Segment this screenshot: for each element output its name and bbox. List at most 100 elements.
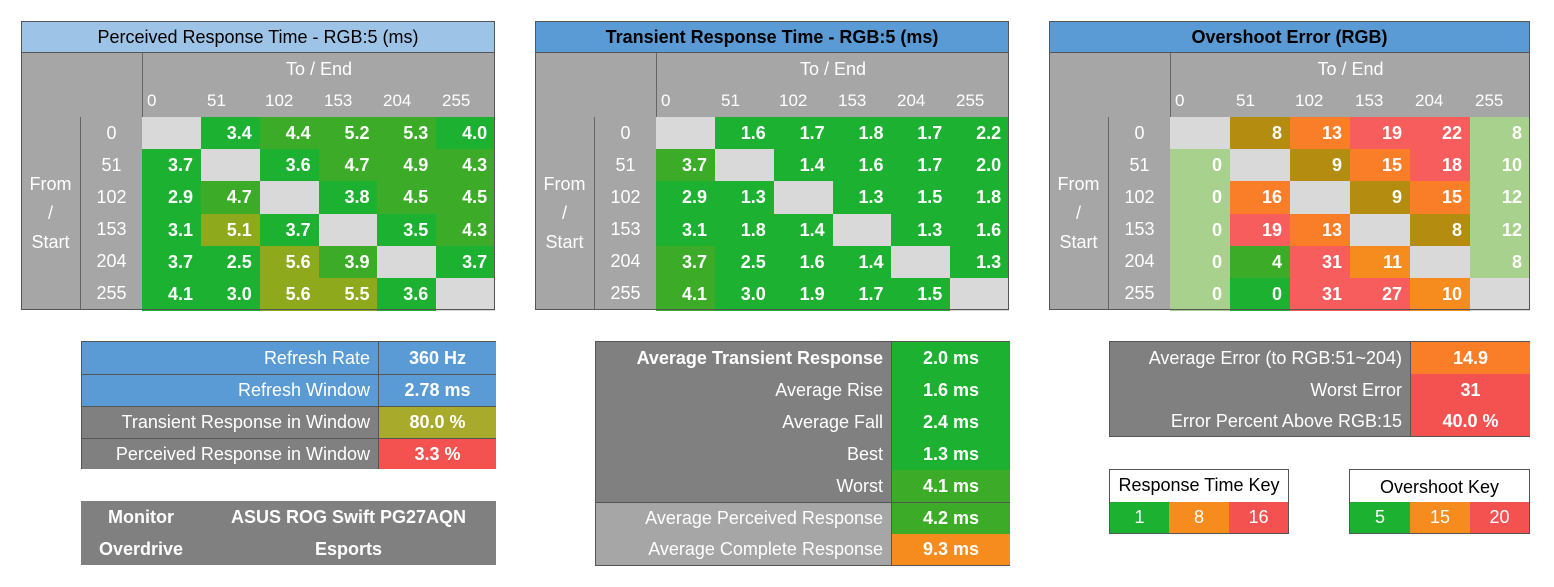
value-cell: 1.6 [773, 245, 833, 279]
value-cell: 3.7 [259, 213, 319, 247]
avg-error-label: Average Error (to RGB:51~204) [1110, 342, 1410, 374]
diagonal-cell [891, 245, 951, 279]
error-percent-label: Error Percent Above RGB:15 [1110, 406, 1410, 436]
value-cell: 0 [1170, 181, 1230, 215]
value-cell: 1.5 [891, 181, 951, 215]
row-header: 153 [1124, 218, 1155, 239]
value-cell: 3.4 [200, 117, 260, 150]
value-cell: 10 [1470, 149, 1530, 183]
value-cell: 1.3 [832, 181, 892, 215]
col-header: 153 [838, 91, 867, 110]
value-cell: 3.7 [142, 245, 201, 279]
row-header: 204 [1124, 250, 1155, 271]
col-header: 102 [1295, 91, 1324, 110]
value-cell: 1.8 [714, 213, 774, 247]
col-header: 0 [661, 91, 671, 110]
value-cell: 4.3 [436, 213, 496, 247]
value-cell: 1.6 [832, 149, 892, 183]
value-cell: 1.5 [891, 277, 951, 311]
refresh-panel: Refresh Rate 360 Hz Refresh Window 2.78 … [81, 341, 496, 469]
diagonal-cell [436, 277, 496, 311]
diagonal-cell [1290, 181, 1350, 215]
row-header: 0 [1134, 122, 1145, 143]
value-cell: 31 [1290, 245, 1350, 279]
diagonal-cell [1230, 149, 1290, 183]
value-cell: 2.5 [200, 245, 260, 279]
col-header: 153 [324, 91, 353, 110]
start-label: Start [1059, 232, 1098, 252]
avg-perceived-value: 4.2 ms [891, 502, 1010, 534]
value-cell: 4.7 [318, 149, 378, 183]
column-headers: 0 51 102 153 204 255 [1170, 85, 1530, 117]
value-cell: 1.3 [950, 245, 1010, 279]
perceived-window-label: Perceived Response in Window [82, 438, 378, 469]
value-cell: 4.9 [377, 149, 437, 183]
value-cell: 8 [1470, 245, 1530, 279]
monitor-value: ASUS ROG Swift PG27AQN [230, 506, 467, 527]
value-cell: 4.1 [142, 277, 201, 311]
error-percent-value: 40.0 % [1410, 406, 1530, 436]
key-value-orange: 8 [1169, 502, 1229, 533]
row-header: 51 [615, 154, 636, 175]
diagonal-cell [773, 181, 833, 215]
value-grid: 3.4 4.4 5.2 5.3 4.0 3.7 3.6 4.7 4.9 4.3 2.9 4.7 3.8 4… [142, 117, 496, 311]
value-cell: 3.5 [377, 213, 437, 247]
value-cell: 22 [1410, 117, 1470, 150]
from-start-label: From / Start [1049, 117, 1109, 310]
diagonal-cell [832, 213, 892, 247]
key-title: Overshoot Key [1379, 477, 1500, 497]
key-value-red: 20 [1470, 502, 1529, 533]
table-title: Overshoot Error (RGB) [1049, 21, 1530, 53]
key-value-red: 16 [1229, 502, 1288, 533]
value-cell: 3.0 [714, 277, 774, 311]
row-header: 102 [1124, 186, 1155, 207]
slash-label: / [1075, 203, 1081, 223]
value-cell: 3.6 [377, 277, 437, 311]
start-label: Start [545, 232, 584, 252]
value-cell: 13 [1290, 213, 1350, 247]
row-header: 153 [610, 218, 641, 239]
row-header: 204 [610, 250, 641, 271]
overshoot-error-table: Overshoot Error (RGB) To / End 0 51 102 … [1049, 21, 1530, 311]
avg-rise-value: 1.6 ms [891, 374, 1010, 406]
value-cell: 9 [1350, 181, 1410, 215]
value-cell: 12 [1470, 213, 1530, 247]
overdrive-label: Overdrive [98, 538, 184, 559]
monitor-label: Monitor [108, 506, 174, 527]
key-value-green: 5 [1350, 502, 1410, 533]
col-header: 204 [383, 91, 412, 110]
value-cell: 1.6 [950, 213, 1010, 247]
value-cell: 8 [1470, 117, 1530, 150]
value-grid: 8 13 19 22 8 0 9 15 18 10 0 16 9 15 12 0 19 13 8 12 0 4 31 11 8 0… [1170, 117, 1530, 311]
col-header: 255 [442, 91, 471, 110]
value-cell: 3.7 [436, 245, 496, 279]
avg-complete-label: Average Complete Response [596, 534, 891, 565]
col-header: 51 [721, 91, 740, 110]
key-value-orange: 15 [1410, 502, 1470, 533]
value-cell: 15 [1350, 149, 1410, 183]
diagonal-cell [950, 277, 1010, 311]
overshoot-key: Overshoot Key 5 15 20 [1349, 469, 1530, 534]
row-header: 204 [96, 250, 127, 271]
value-cell: 4.5 [436, 181, 496, 215]
key-title: Response Time Key [1118, 475, 1280, 495]
avg-error-value: 14.9 [1410, 342, 1530, 374]
value-cell: 12 [1470, 181, 1530, 215]
to-end-label: To / End [142, 53, 495, 85]
value-cell: 4.3 [436, 149, 496, 183]
value-cell: 19 [1350, 117, 1410, 150]
diagonal-cell [318, 213, 378, 247]
row-header: 255 [1124, 283, 1155, 303]
perceived-response-table: Perceived Response Time - RGB:5 (ms) To … [21, 21, 496, 311]
worst-value: 4.1 ms [891, 470, 1010, 502]
monitor-panel: Monitor ASUS ROG Swift PG27AQN Overdrive… [81, 501, 496, 565]
refresh-window-value: 2.78 ms [378, 374, 496, 406]
value-cell: 4 [1230, 245, 1290, 279]
value-cell: 1.8 [950, 181, 1010, 215]
row-header: 153 [96, 218, 127, 239]
slash-label: / [47, 203, 53, 223]
avg-transient-label: Average Transient Response [596, 342, 891, 374]
value-cell: 3.6 [259, 149, 319, 183]
worst-error-label: Worst Error [1110, 374, 1410, 406]
transient-response-table: Transient Response Time - RGB:5 (ms) To … [535, 21, 1010, 311]
